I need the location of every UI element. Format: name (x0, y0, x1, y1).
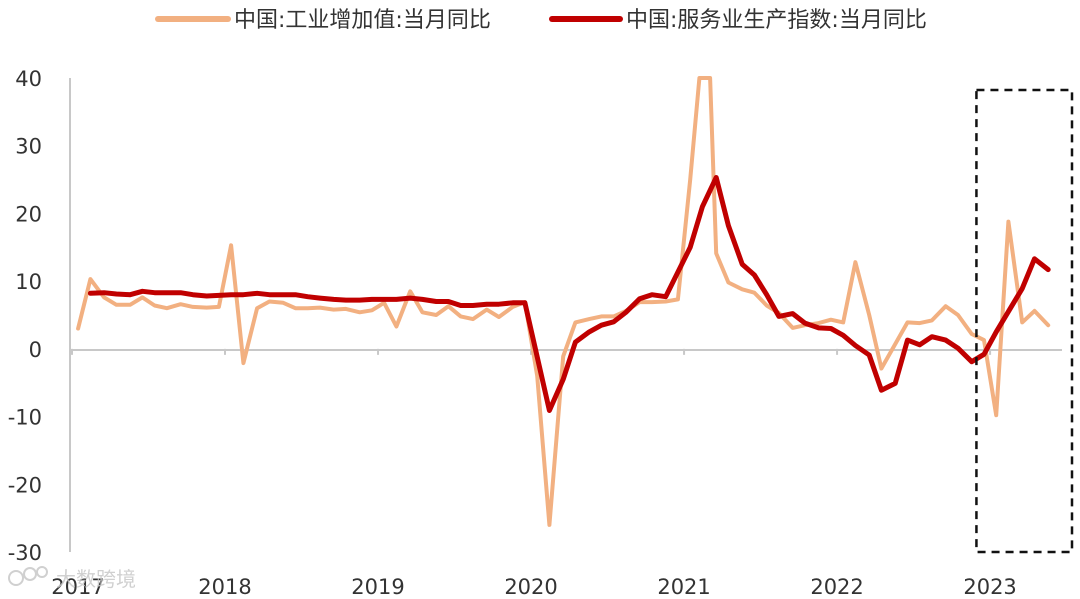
y-tick-label: -20 (8, 473, 42, 497)
watermark-logo-icon (8, 566, 48, 586)
series-layer (76, 76, 1051, 527)
legend-item-industrial: 中国:工业增加值:当月同比 (155, 8, 491, 33)
y-tick-label: 40 (15, 67, 42, 91)
legend: 中国:工业增加值:当月同比 中国:服务业生产指数:当月同比 (155, 8, 927, 33)
y-tick-label: 10 (15, 270, 42, 294)
x-tick-label: 2022 (810, 575, 863, 599)
series-line-services (87, 175, 1051, 413)
x-tick-label: 2018 (198, 575, 251, 599)
x-tick-labels: 2017 2018 2019 2020 2021 2022 2023 (51, 348, 1017, 599)
legend-label-industrial: 中国:工业增加值:当月同比 (234, 8, 491, 33)
x-tick-label: 2019 (351, 575, 404, 599)
watermark-text: 大数跨境 (56, 567, 136, 591)
x-tick-label: 2017 (51, 575, 104, 599)
y-tick-label: 0 (29, 338, 42, 362)
x-tick-label: 2020 (504, 575, 557, 599)
legend-label-services: 中国:服务业生产指数:当月同比 (626, 8, 927, 33)
y-tick-label: 30 (15, 135, 42, 159)
legend-item-services: 中国:服务业生产指数:当月同比 (549, 8, 927, 33)
y-tick-label: 20 (15, 202, 42, 226)
y-tick-labels: 40 30 20 10 0 -10 -20 -30 (8, 67, 42, 565)
series-line-industrial (76, 76, 1051, 527)
x-tick-label: 2023 (963, 575, 1016, 599)
y-tick-label: -10 (8, 406, 42, 430)
x-tick-label: 2021 (657, 575, 710, 599)
y-tick-label: -30 (8, 541, 42, 565)
watermark: 大数跨境 (8, 566, 136, 591)
highlight-box-2023 (975, 88, 1074, 554)
